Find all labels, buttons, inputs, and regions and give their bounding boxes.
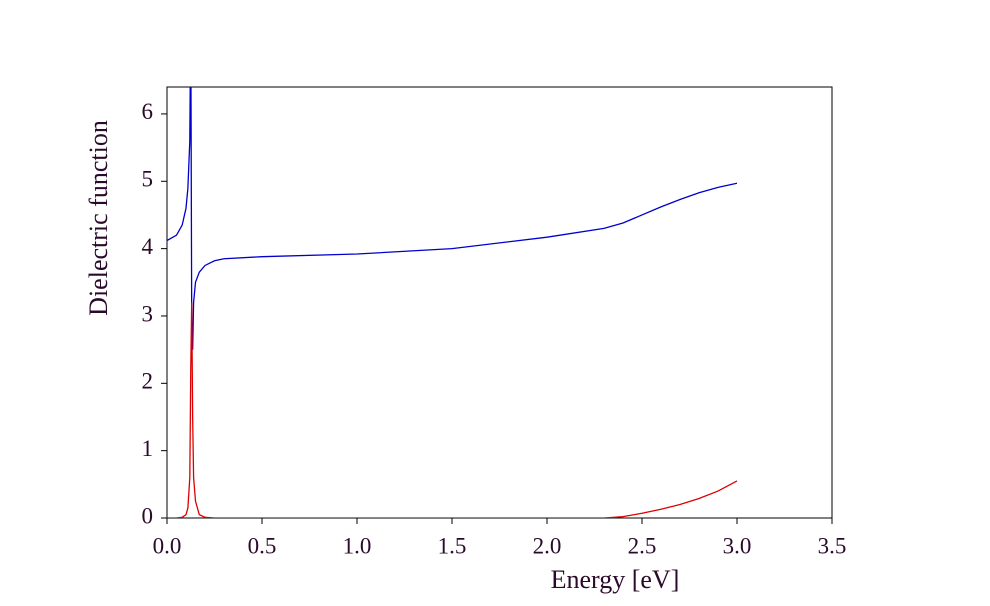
x-tick-label: 0.5 — [248, 533, 277, 558]
x-tick-label: 1.0 — [343, 533, 372, 558]
y-tick-label: 0 — [142, 503, 154, 528]
y-tick-label: 5 — [142, 167, 154, 192]
y-tick-label: 4 — [142, 234, 154, 259]
x-tick-label: 1.5 — [438, 533, 467, 558]
y-tick-label: 3 — [142, 301, 154, 326]
data-line — [167, 87, 738, 350]
data-line — [167, 302, 738, 518]
x-tick-label: 3.5 — [818, 533, 847, 558]
y-axis-label: Dielectric function — [84, 120, 113, 316]
y-tick-label: 1 — [142, 436, 154, 461]
plot-area — [167, 87, 738, 518]
x-tick-label: 0.0 — [153, 533, 182, 558]
plot-frame — [166, 86, 833, 519]
y-tick-label: 6 — [142, 99, 154, 124]
x-tick-label: 2.5 — [628, 533, 657, 558]
x-axis-label: Energy [eV] — [551, 565, 680, 594]
y-tick-label: 2 — [142, 369, 154, 394]
x-tick-label: 3.0 — [723, 533, 752, 558]
x-tick-label: 2.0 — [533, 533, 562, 558]
